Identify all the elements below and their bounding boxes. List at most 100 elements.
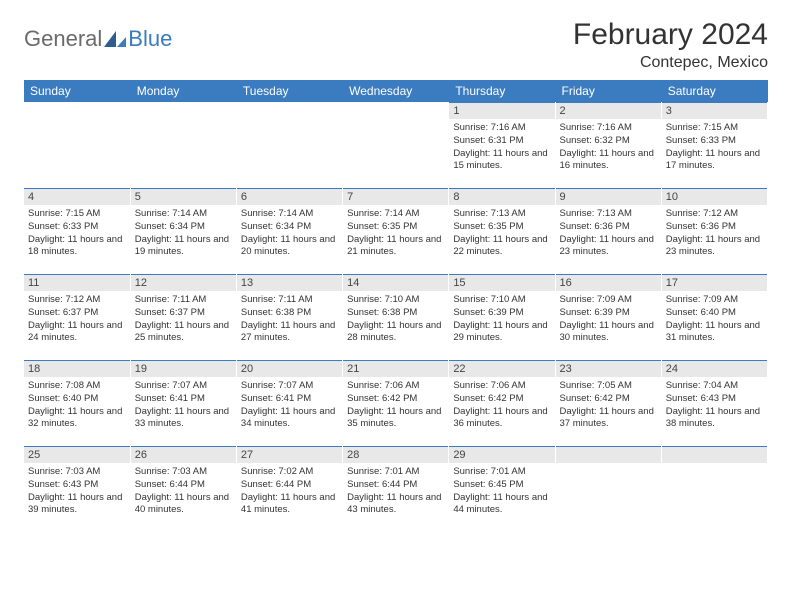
calendar-page: General Blue February 2024 Contepec, Mex… [0, 0, 792, 532]
day-details: Sunrise: 7:09 AMSunset: 6:40 PMDaylight:… [662, 291, 767, 347]
day-details: Sunrise: 7:14 AMSunset: 6:34 PMDaylight:… [131, 205, 236, 261]
day-details: Sunrise: 7:10 AMSunset: 6:39 PMDaylight:… [449, 291, 554, 347]
day-number: 4 [24, 188, 130, 205]
day-details: Sunrise: 7:03 AMSunset: 6:44 PMDaylight:… [131, 463, 236, 519]
calendar-cell: 8Sunrise: 7:13 AMSunset: 6:35 PMDaylight… [449, 188, 555, 274]
day-number: 21 [343, 360, 448, 377]
day-details: Sunrise: 7:07 AMSunset: 6:41 PMDaylight:… [131, 377, 236, 433]
calendar-cell: 24Sunrise: 7:04 AMSunset: 6:43 PMDayligh… [661, 360, 767, 446]
day-details: Sunrise: 7:13 AMSunset: 6:35 PMDaylight:… [449, 205, 554, 261]
month-title: February 2024 [573, 18, 768, 52]
calendar-row: 25Sunrise: 7:03 AMSunset: 6:43 PMDayligh… [24, 446, 768, 532]
day-details: Sunrise: 7:12 AMSunset: 6:37 PMDaylight:… [24, 291, 130, 347]
calendar-cell [236, 102, 342, 188]
calendar-cell: 11Sunrise: 7:12 AMSunset: 6:37 PMDayligh… [24, 274, 130, 360]
day-details: Sunrise: 7:16 AMSunset: 6:31 PMDaylight:… [449, 119, 554, 175]
day-number: 24 [662, 360, 767, 377]
day-details: Sunrise: 7:15 AMSunset: 6:33 PMDaylight:… [24, 205, 130, 261]
day-details: Sunrise: 7:11 AMSunset: 6:37 PMDaylight:… [131, 291, 236, 347]
day-details: Sunrise: 7:08 AMSunset: 6:40 PMDaylight:… [24, 377, 130, 433]
day-details: Sunrise: 7:09 AMSunset: 6:39 PMDaylight:… [556, 291, 661, 347]
day-number: 6 [237, 188, 342, 205]
day-number: 5 [131, 188, 236, 205]
calendar-cell: 25Sunrise: 7:03 AMSunset: 6:43 PMDayligh… [24, 446, 130, 532]
title-block: February 2024 Contepec, Mexico [573, 18, 768, 72]
day-number: 2 [556, 102, 661, 119]
day-details: Sunrise: 7:10 AMSunset: 6:38 PMDaylight:… [343, 291, 448, 347]
calendar-cell: 12Sunrise: 7:11 AMSunset: 6:37 PMDayligh… [130, 274, 236, 360]
calendar-cell: 7Sunrise: 7:14 AMSunset: 6:35 PMDaylight… [343, 188, 449, 274]
day-number: 27 [237, 446, 342, 463]
calendar-row: 1Sunrise: 7:16 AMSunset: 6:31 PMDaylight… [24, 102, 768, 188]
calendar-cell: 20Sunrise: 7:07 AMSunset: 6:41 PMDayligh… [236, 360, 342, 446]
calendar-cell: 23Sunrise: 7:05 AMSunset: 6:42 PMDayligh… [555, 360, 661, 446]
day-number: 23 [556, 360, 661, 377]
day-number: 26 [131, 446, 236, 463]
day-details: Sunrise: 7:07 AMSunset: 6:41 PMDaylight:… [237, 377, 342, 433]
calendar-cell: 29Sunrise: 7:01 AMSunset: 6:45 PMDayligh… [449, 446, 555, 532]
calendar-cell: 1Sunrise: 7:16 AMSunset: 6:31 PMDaylight… [449, 102, 555, 188]
calendar-cell: 22Sunrise: 7:06 AMSunset: 6:42 PMDayligh… [449, 360, 555, 446]
day-details: Sunrise: 7:05 AMSunset: 6:42 PMDaylight:… [556, 377, 661, 433]
calendar-cell: 15Sunrise: 7:10 AMSunset: 6:39 PMDayligh… [449, 274, 555, 360]
calendar-cell: 27Sunrise: 7:02 AMSunset: 6:44 PMDayligh… [236, 446, 342, 532]
day-details: Sunrise: 7:01 AMSunset: 6:44 PMDaylight:… [343, 463, 448, 519]
day-number: 7 [343, 188, 448, 205]
day-number: 29 [449, 446, 554, 463]
logo-sail-icon [104, 31, 126, 47]
calendar-cell: 18Sunrise: 7:08 AMSunset: 6:40 PMDayligh… [24, 360, 130, 446]
day-number: 20 [237, 360, 342, 377]
day-details: Sunrise: 7:14 AMSunset: 6:35 PMDaylight:… [343, 205, 448, 261]
logo: General Blue [24, 26, 172, 52]
calendar-cell: 2Sunrise: 7:16 AMSunset: 6:32 PMDaylight… [555, 102, 661, 188]
day-number: 3 [662, 102, 767, 119]
day-details: Sunrise: 7:01 AMSunset: 6:45 PMDaylight:… [449, 463, 554, 519]
day-details: Sunrise: 7:06 AMSunset: 6:42 PMDaylight:… [343, 377, 448, 433]
calendar-cell: 6Sunrise: 7:14 AMSunset: 6:34 PMDaylight… [236, 188, 342, 274]
calendar-cell: 16Sunrise: 7:09 AMSunset: 6:39 PMDayligh… [555, 274, 661, 360]
calendar-cell [661, 446, 767, 532]
weekday-header: Sunday [24, 80, 130, 102]
weekday-header: Thursday [449, 80, 555, 102]
weekday-header: Saturday [661, 80, 767, 102]
calendar-cell: 19Sunrise: 7:07 AMSunset: 6:41 PMDayligh… [130, 360, 236, 446]
day-number: 1 [449, 102, 554, 119]
day-number: 9 [556, 188, 661, 205]
calendar-row: 18Sunrise: 7:08 AMSunset: 6:40 PMDayligh… [24, 360, 768, 446]
day-number: 18 [24, 360, 130, 377]
calendar-cell: 28Sunrise: 7:01 AMSunset: 6:44 PMDayligh… [343, 446, 449, 532]
calendar-cell: 5Sunrise: 7:14 AMSunset: 6:34 PMDaylight… [130, 188, 236, 274]
calendar-cell [24, 102, 130, 188]
day-number: 28 [343, 446, 448, 463]
day-number: 12 [131, 274, 236, 291]
calendar-row: 4Sunrise: 7:15 AMSunset: 6:33 PMDaylight… [24, 188, 768, 274]
header-row: General Blue February 2024 Contepec, Mex… [24, 18, 768, 72]
day-details: Sunrise: 7:15 AMSunset: 6:33 PMDaylight:… [662, 119, 767, 175]
day-number: 22 [449, 360, 554, 377]
calendar-cell: 4Sunrise: 7:15 AMSunset: 6:33 PMDaylight… [24, 188, 130, 274]
weekday-header: Monday [130, 80, 236, 102]
day-details: Sunrise: 7:12 AMSunset: 6:36 PMDaylight:… [662, 205, 767, 261]
day-number: 13 [237, 274, 342, 291]
calendar-cell: 21Sunrise: 7:06 AMSunset: 6:42 PMDayligh… [343, 360, 449, 446]
day-details: Sunrise: 7:03 AMSunset: 6:43 PMDaylight:… [24, 463, 130, 519]
calendar-cell [130, 102, 236, 188]
calendar-cell: 10Sunrise: 7:12 AMSunset: 6:36 PMDayligh… [661, 188, 767, 274]
calendar-row: 11Sunrise: 7:12 AMSunset: 6:37 PMDayligh… [24, 274, 768, 360]
calendar-cell [555, 446, 661, 532]
calendar-cell: 14Sunrise: 7:10 AMSunset: 6:38 PMDayligh… [343, 274, 449, 360]
weekday-header: Wednesday [343, 80, 449, 102]
calendar-cell [343, 102, 449, 188]
weekday-header: Tuesday [236, 80, 342, 102]
day-number: 15 [449, 274, 554, 291]
day-details: Sunrise: 7:11 AMSunset: 6:38 PMDaylight:… [237, 291, 342, 347]
calendar-cell: 17Sunrise: 7:09 AMSunset: 6:40 PMDayligh… [661, 274, 767, 360]
day-number: 16 [556, 274, 661, 291]
day-details: Sunrise: 7:16 AMSunset: 6:32 PMDaylight:… [556, 119, 661, 175]
logo-text-blue: Blue [128, 26, 172, 52]
day-number: 25 [24, 446, 130, 463]
calendar-cell: 26Sunrise: 7:03 AMSunset: 6:44 PMDayligh… [130, 446, 236, 532]
logo-text-general: General [24, 26, 102, 52]
calendar-cell: 13Sunrise: 7:11 AMSunset: 6:38 PMDayligh… [236, 274, 342, 360]
day-details: Sunrise: 7:13 AMSunset: 6:36 PMDaylight:… [556, 205, 661, 261]
